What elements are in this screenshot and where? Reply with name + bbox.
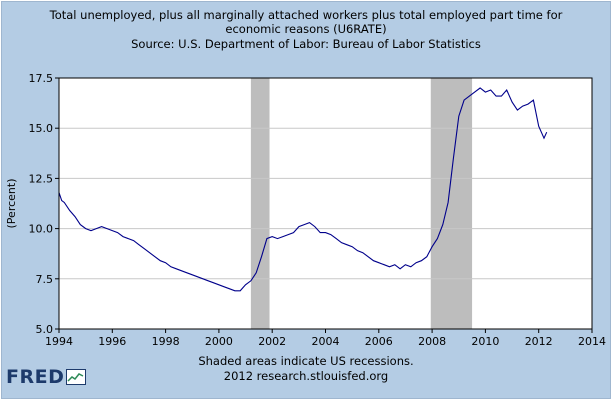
fred-logo[interactable]: FRED [6,366,87,388]
x-tick-label: 2014 [578,335,606,348]
x-tick-label: 2006 [365,335,393,348]
y-tick-label: 15.0 [29,122,54,135]
chart-title-line-1: Total unemployed, plus all marginally at… [49,8,563,22]
recession-note: Shaded areas indicate US recessions. [198,354,414,368]
x-tick-label: 2004 [312,335,340,348]
y-tick-label: 17.5 [29,72,54,85]
y-tick-label: 7.5 [36,273,54,286]
x-tick-label: 2008 [418,335,446,348]
fred-logo-graph-icon [66,369,87,385]
chart-source: Source: U.S. Department of Labor: Bureau… [131,37,481,51]
fred-logo-text: FRED [6,366,65,388]
y-tick-label: 12.5 [29,172,54,185]
x-tick-label: 2010 [471,335,499,348]
x-tick-label: 2002 [258,335,286,348]
y-tick-label: 10.0 [29,223,54,236]
x-tick-label: 1998 [152,335,180,348]
plot-area [59,78,592,329]
credit-text: 2012 research.stlouisfed.org [223,369,389,383]
u6rate-line [58,87,548,292]
x-tick-label: 1994 [45,335,73,348]
x-tick-label: 2000 [205,335,233,348]
x-tick-label: 2012 [525,335,553,348]
x-tick-label: 1996 [98,335,126,348]
y-tick-label: 5.0 [36,323,54,336]
chart-title-line-2: economic reasons (U6RATE) [225,22,387,36]
recession-band [250,78,270,329]
recession-band [430,78,473,329]
y-axis-label: (Percent) [5,179,18,229]
